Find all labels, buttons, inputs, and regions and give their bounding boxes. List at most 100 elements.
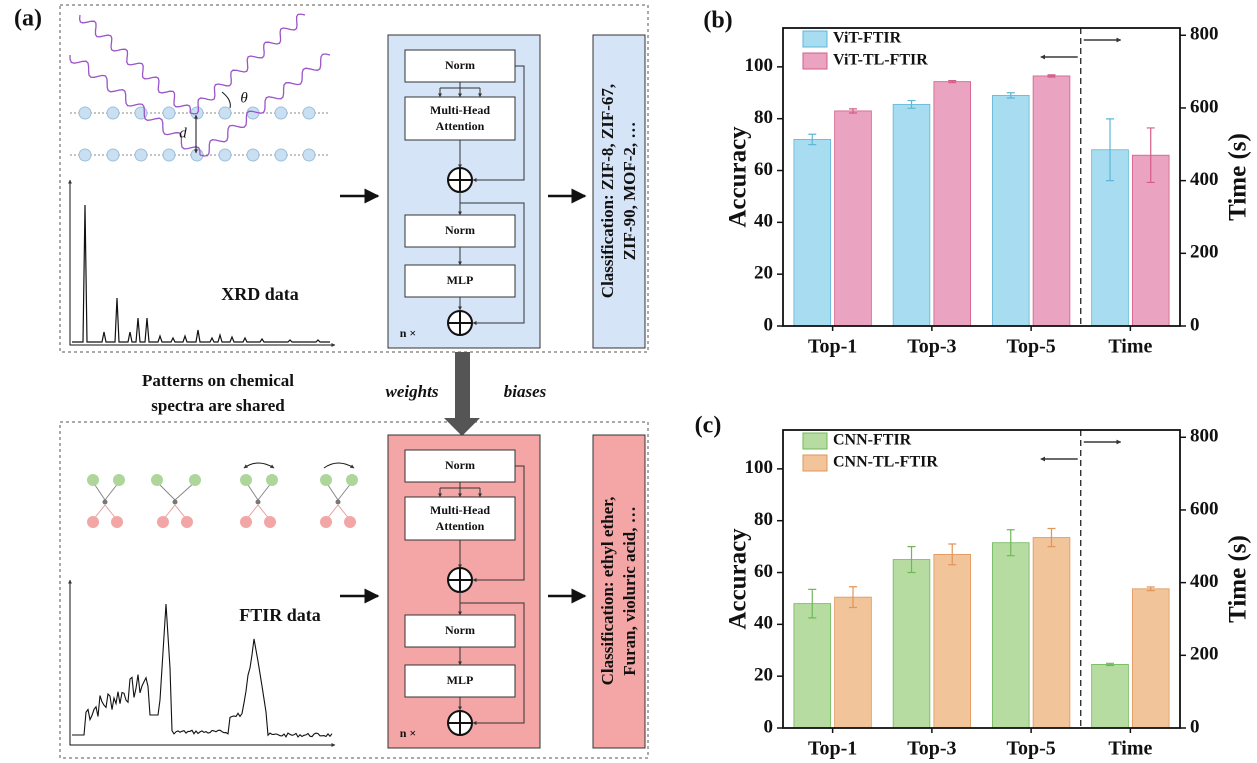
atom [346, 474, 358, 486]
atom [275, 107, 287, 119]
atom [151, 474, 163, 486]
atom [336, 500, 341, 505]
y2-tick-label: 800 [1190, 426, 1219, 447]
y-tick-label: 80 [754, 107, 773, 128]
x-tick-label: Top-3 [907, 738, 956, 760]
y-tick-label: 20 [754, 665, 773, 686]
label: Multi-Head [430, 503, 490, 517]
y-tick-label: 60 [754, 159, 773, 180]
legend-swatch [803, 53, 827, 69]
label: Norm [445, 58, 475, 72]
y-tick-label: 0 [764, 314, 774, 335]
atom [87, 474, 99, 486]
dashed-frame [60, 5, 648, 352]
bar [794, 604, 831, 728]
atom [264, 516, 276, 528]
x-ray-wave [80, 15, 191, 113]
atom [303, 149, 315, 161]
atom [103, 500, 108, 505]
angle-arc [222, 92, 230, 108]
atom [79, 107, 91, 119]
legend-label: CNN-FTIR [833, 432, 912, 449]
y2-tick-label: 800 [1190, 24, 1219, 45]
label: Furan, violuric acid, … [620, 506, 639, 676]
x-ray-wave [200, 54, 330, 156]
y2-axis-label: Time (s) [1225, 535, 1252, 623]
motion-arrow [324, 463, 354, 468]
molecule [320, 474, 358, 528]
y2-axis-label: Time (s) [1225, 133, 1252, 221]
label: weights [386, 382, 439, 401]
legend-label: ViT-TL-FTIR [833, 52, 928, 69]
bar [1033, 538, 1070, 728]
panel-label: (c) [695, 413, 722, 439]
bar [893, 560, 930, 728]
atom [275, 149, 287, 161]
atom [157, 516, 169, 528]
y2-tick-label: 200 [1190, 644, 1219, 665]
y2-tick-label: 200 [1190, 242, 1219, 263]
x-tick-label: Top-5 [1006, 738, 1055, 760]
bar [934, 554, 971, 728]
y2-tick-label: 400 [1190, 571, 1219, 592]
y-tick-label: 20 [754, 263, 773, 284]
label: MLP [447, 673, 474, 687]
label: ZIF-90, MOF-2, … [620, 122, 639, 261]
atom [240, 474, 252, 486]
atom [173, 500, 178, 505]
atom [107, 107, 119, 119]
atom [219, 107, 231, 119]
motion-arrow [244, 463, 274, 468]
bar [893, 104, 930, 326]
label: (a) [14, 6, 42, 32]
y-tick-label: 80 [754, 509, 773, 530]
label: Classification: ZIF-8, ZIF-67, [598, 84, 617, 298]
label: FTIR data [239, 605, 321, 625]
atom [163, 149, 175, 161]
label: Attention [436, 519, 485, 533]
label: MLP [447, 273, 474, 287]
y2-tick-label: 400 [1190, 169, 1219, 190]
atom [163, 107, 175, 119]
transfer-arrow [444, 352, 480, 436]
bar [992, 543, 1029, 728]
y2-tick-label: 0 [1190, 314, 1200, 335]
atom [320, 516, 332, 528]
x-tick-label: Top-3 [907, 336, 956, 358]
atom [303, 107, 315, 119]
bar [794, 139, 831, 326]
x-tick-label: Top-5 [1006, 336, 1055, 358]
label: spectra are shared [151, 396, 285, 415]
label: Norm [445, 623, 475, 637]
y-tick-label: 100 [745, 55, 774, 76]
legend-swatch [803, 433, 827, 449]
y-tick-label: 60 [754, 561, 773, 582]
label: Norm [445, 223, 475, 237]
bar [835, 597, 872, 728]
atom [320, 474, 332, 486]
y2-tick-label: 0 [1190, 716, 1200, 737]
bar [934, 82, 971, 326]
label: Attention [436, 119, 485, 133]
atom [189, 474, 201, 486]
figure: (a)θdXRD dataPatterns on chemicalspectra… [0, 0, 1257, 763]
bar [992, 95, 1029, 326]
label: Patterns on chemical [142, 371, 294, 390]
x-tick-label: Top-1 [808, 738, 857, 760]
y-tick-label: 100 [745, 457, 774, 478]
bar [1033, 76, 1070, 326]
panel-label: (b) [703, 8, 732, 34]
label: biases [504, 382, 547, 401]
y-tick-label: 40 [754, 211, 773, 232]
atom [111, 516, 123, 528]
label: Classification: ethyl ether, [598, 497, 617, 686]
bar [1092, 664, 1129, 728]
atom [247, 149, 259, 161]
y-tick-label: 0 [764, 716, 774, 737]
y2-tick-label: 600 [1190, 96, 1219, 117]
atom [344, 516, 356, 528]
bar [835, 111, 872, 326]
label: Multi-Head [430, 103, 490, 117]
atom [240, 516, 252, 528]
atom [107, 149, 119, 161]
